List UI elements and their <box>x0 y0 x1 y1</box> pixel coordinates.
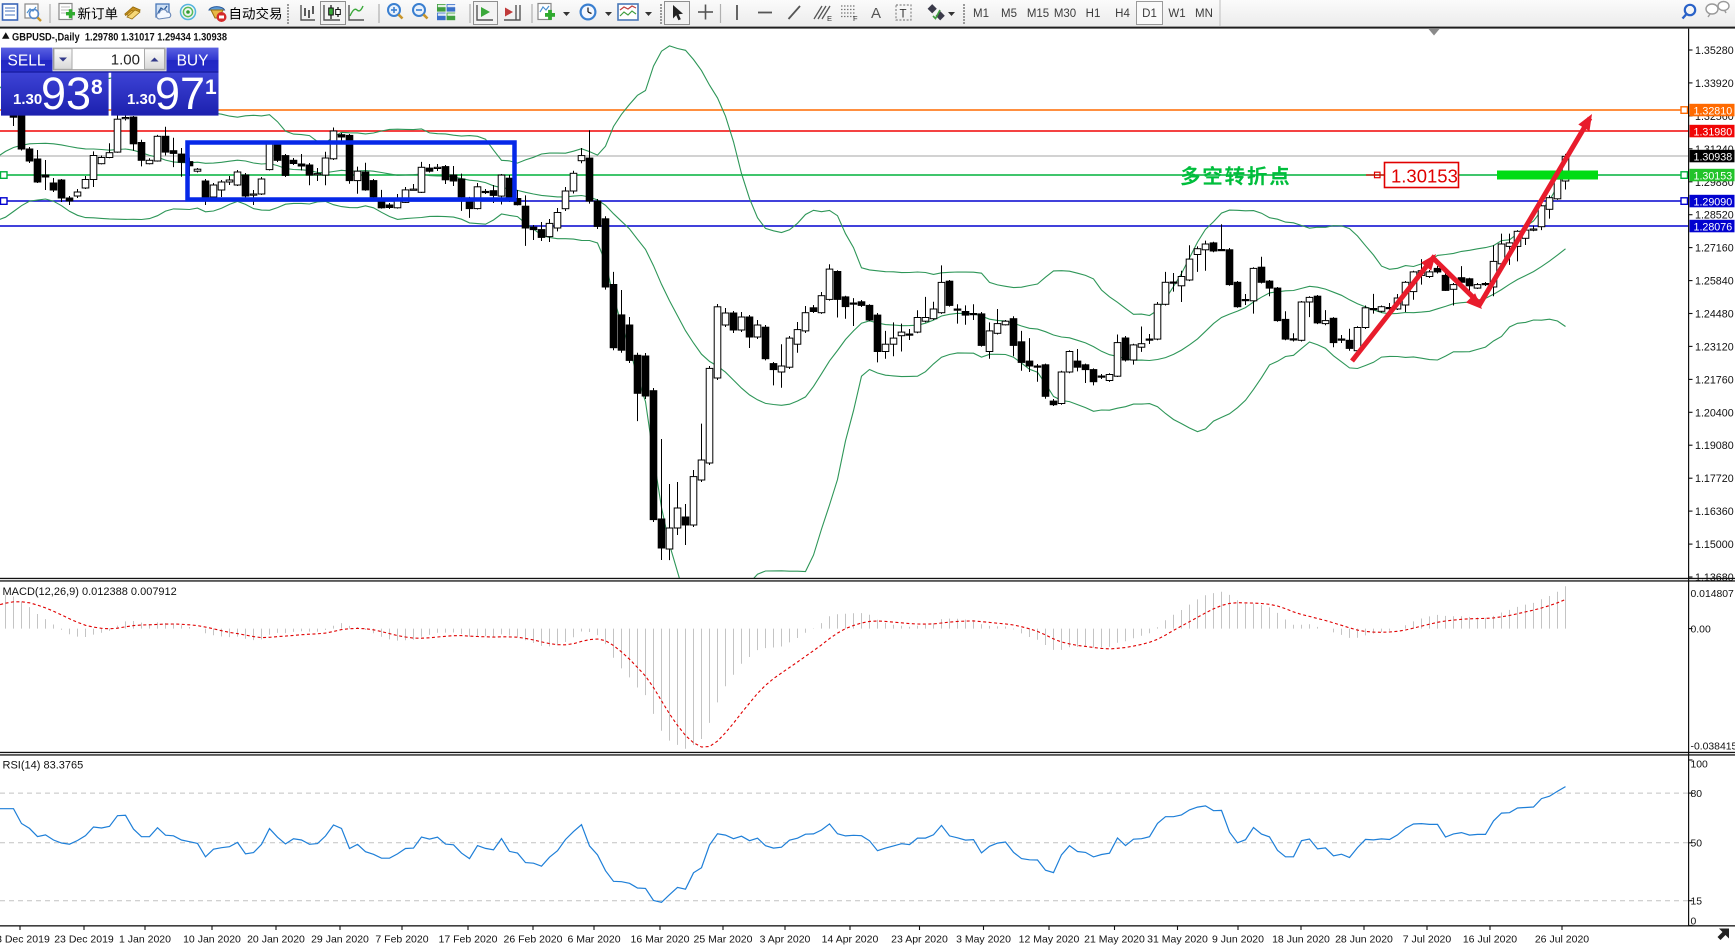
svg-text:1.00: 1.00 <box>111 52 140 69</box>
svg-text:50: 50 <box>1691 839 1703 850</box>
svg-text:16 Jul 2020: 16 Jul 2020 <box>1463 934 1517 946</box>
svg-text:13 Dec 2019: 13 Dec 2019 <box>0 934 50 946</box>
svg-text:0: 0 <box>1691 917 1697 928</box>
svg-text:1.28520: 1.28520 <box>1695 210 1734 222</box>
svg-text:0.014807: 0.014807 <box>1691 589 1735 600</box>
svg-text:31 May 2020: 31 May 2020 <box>1147 934 1208 946</box>
svg-text:26 Jul 2020: 26 Jul 2020 <box>1535 934 1589 946</box>
svg-text:26 Feb 2020: 26 Feb 2020 <box>504 934 563 946</box>
svg-text:29 Jan 2020: 29 Jan 2020 <box>311 934 369 946</box>
svg-text:1.33920: 1.33920 <box>1695 78 1734 90</box>
svg-text:14 Apr 2020: 14 Apr 2020 <box>822 934 879 946</box>
svg-text:1.30153: 1.30153 <box>1694 170 1733 182</box>
svg-text:H1: H1 <box>1086 8 1101 20</box>
svg-text:1.20400: 1.20400 <box>1695 407 1734 419</box>
svg-text:M1: M1 <box>973 8 989 20</box>
svg-text:80: 80 <box>1691 789 1703 800</box>
svg-text:M5: M5 <box>1001 8 1017 20</box>
svg-text:1: 1 <box>205 76 217 99</box>
svg-text:E: E <box>827 14 832 23</box>
svg-text:RSI(14) 83.3765: RSI(14) 83.3765 <box>3 760 84 772</box>
svg-text:23 Dec 2019: 23 Dec 2019 <box>54 934 114 946</box>
svg-text:10 Jan 2020: 10 Jan 2020 <box>183 934 241 946</box>
svg-text:1.25840: 1.25840 <box>1695 276 1734 288</box>
svg-text:1.13680: 1.13680 <box>1695 572 1734 584</box>
svg-text:7 Feb 2020: 7 Feb 2020 <box>375 934 428 946</box>
svg-text:1.31980: 1.31980 <box>1694 126 1733 138</box>
svg-text:1.30: 1.30 <box>127 91 156 108</box>
svg-text:M30: M30 <box>1054 8 1076 20</box>
svg-text:MACD(12,26,9) 0.012388 0.00791: MACD(12,26,9) 0.012388 0.007912 <box>3 586 177 598</box>
svg-text:H4: H4 <box>1115 8 1130 20</box>
svg-text:1.15000: 1.15000 <box>1695 539 1734 551</box>
svg-text:BUY: BUY <box>177 53 209 70</box>
svg-text:17 Feb 2020: 17 Feb 2020 <box>439 934 498 946</box>
svg-text:6 Mar 2020: 6 Mar 2020 <box>567 934 620 946</box>
svg-text:1.27160: 1.27160 <box>1695 243 1734 255</box>
svg-text:1 Jan 2020: 1 Jan 2020 <box>119 934 171 946</box>
svg-text:1.32810: 1.32810 <box>1694 105 1733 117</box>
svg-text:1.30153: 1.30153 <box>1391 165 1458 186</box>
svg-text:0.00: 0.00 <box>1691 625 1711 636</box>
svg-text:7 Jul 2020: 7 Jul 2020 <box>1403 934 1452 946</box>
svg-text:100: 100 <box>1691 760 1709 771</box>
svg-text:28 Jun 2020: 28 Jun 2020 <box>1335 934 1393 946</box>
svg-text:1.29090: 1.29090 <box>1694 196 1733 208</box>
svg-text:1.23120: 1.23120 <box>1695 341 1734 353</box>
svg-text:1.16360: 1.16360 <box>1695 506 1734 518</box>
svg-text:20 Jan 2020: 20 Jan 2020 <box>247 934 305 946</box>
svg-text:MN: MN <box>1195 8 1213 20</box>
svg-text:97: 97 <box>155 68 205 119</box>
svg-text:1.30: 1.30 <box>13 91 42 108</box>
svg-text:93: 93 <box>41 68 91 119</box>
svg-text:GBPUSD-,Daily 1.29780 1.31017: GBPUSD-,Daily 1.29780 1.31017 1.29434 1.… <box>12 32 227 44</box>
svg-text:25 Mar 2020: 25 Mar 2020 <box>694 934 753 946</box>
svg-text:-0.038415: -0.038415 <box>1691 742 1735 753</box>
svg-text:15: 15 <box>1691 897 1703 908</box>
svg-text:9 Jun 2020: 9 Jun 2020 <box>1212 934 1264 946</box>
svg-text:1.17720: 1.17720 <box>1695 473 1734 485</box>
svg-text:F: F <box>853 14 858 23</box>
svg-text:8: 8 <box>91 76 103 99</box>
svg-text:D1: D1 <box>1142 8 1157 20</box>
svg-text:12 May 2020: 12 May 2020 <box>1019 934 1080 946</box>
svg-text:1.28076: 1.28076 <box>1694 221 1733 233</box>
svg-text:A: A <box>871 5 881 22</box>
svg-text:T: T <box>900 9 907 21</box>
svg-text:16 Mar 2020: 16 Mar 2020 <box>631 934 690 946</box>
svg-text:3 Apr 2020: 3 Apr 2020 <box>760 934 811 946</box>
svg-text:1.30938: 1.30938 <box>1694 151 1733 163</box>
svg-text:23 Apr 2020: 23 Apr 2020 <box>891 934 948 946</box>
svg-text:3 May 2020: 3 May 2020 <box>956 934 1011 946</box>
svg-text:21 May 2020: 21 May 2020 <box>1084 934 1145 946</box>
svg-text:1.21760: 1.21760 <box>1695 374 1734 386</box>
svg-text:1.35280: 1.35280 <box>1695 45 1734 57</box>
svg-text:1.24480: 1.24480 <box>1695 309 1734 321</box>
svg-text:1.19080: 1.19080 <box>1695 440 1734 452</box>
svg-text:W1: W1 <box>1168 8 1185 20</box>
svg-text:SELL: SELL <box>8 53 46 70</box>
svg-text:M15: M15 <box>1027 8 1049 20</box>
svg-text:18 Jun 2020: 18 Jun 2020 <box>1272 934 1330 946</box>
